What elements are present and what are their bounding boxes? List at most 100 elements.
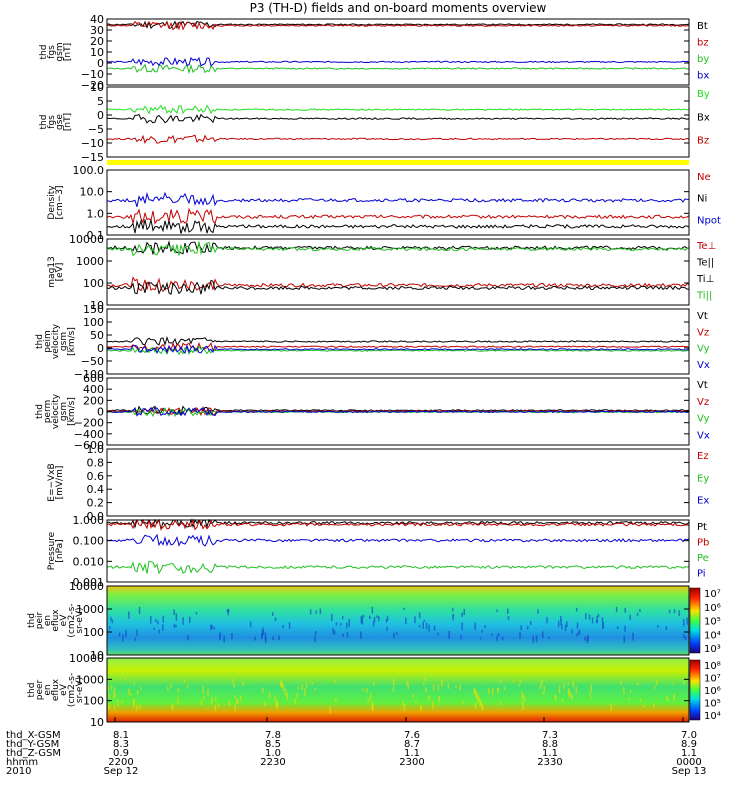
y-tick-label: −400 — [74, 428, 104, 441]
spectrogram-speckle — [186, 685, 189, 689]
x-tick-label: 8.1 — [113, 730, 129, 741]
y-tick-label: 50 — [90, 329, 104, 342]
spectrogram-speckle — [588, 614, 591, 620]
y-tick-label: 0.1 — [87, 229, 105, 242]
spectrogram-speckle — [530, 621, 532, 626]
x-tick-label: 8.5 — [265, 739, 281, 750]
spectrogram-speckle — [366, 687, 368, 693]
spectrogram-speckle — [346, 622, 348, 629]
spectrogram-speckle — [200, 700, 203, 706]
spectrogram-speckle — [211, 625, 213, 630]
series-line-By — [106, 104, 690, 115]
spectrogram-speckle — [183, 679, 186, 683]
y-axis-label: [km/s] — [67, 397, 77, 426]
colorbar — [689, 587, 701, 654]
panel-frame — [106, 448, 690, 517]
legend-entry: bz — [697, 38, 709, 49]
spectrogram-speckle — [522, 703, 524, 710]
spectrogram-speckle — [414, 616, 416, 624]
y-tick-label: 0.2 — [87, 497, 105, 510]
spectrogram-speckle — [678, 610, 680, 617]
y-tick-label: 5 — [97, 95, 104, 108]
y-axis-label: thd — [27, 613, 37, 628]
spectrogram-speckle — [233, 683, 235, 688]
spectrogram-speckle — [540, 680, 543, 688]
spectrogram-speckle — [262, 627, 264, 636]
legend-entry: bx — [697, 71, 709, 82]
y-axis-label: en — [43, 684, 53, 695]
spectrogram-speckle — [683, 681, 685, 685]
spectrogram-speckle — [309, 609, 312, 615]
spectrogram-speckle — [432, 683, 435, 691]
spectrogram-speckle — [385, 618, 388, 623]
y-axis-label: [nT] — [63, 113, 73, 131]
spectrogram-speckle — [170, 683, 172, 688]
spectrogram-speckle — [215, 697, 217, 702]
spectrogram-speckle — [406, 680, 408, 685]
spectrogram-speckle — [561, 699, 564, 703]
spectrogram-speckle — [418, 624, 421, 628]
spectrogram-speckle — [393, 632, 395, 639]
spectrogram-speckle — [314, 635, 316, 642]
y-axis-label: thd — [35, 404, 45, 419]
spectrogram-speckle — [118, 632, 121, 637]
spectrogram-speckle — [474, 702, 477, 709]
y-axis-label: [mV/m] — [55, 466, 65, 500]
spectrogram-speckle — [124, 677, 127, 680]
y-axis-label: peir — [35, 611, 45, 629]
spectrogram-speckle — [227, 608, 230, 613]
spectrogram-speckle — [286, 692, 288, 700]
spectrogram-speckle — [548, 636, 550, 639]
spectrogram-speckle — [520, 625, 522, 631]
spectrogram-speckle — [162, 624, 164, 631]
series-line-Te|| — [106, 279, 690, 296]
spectrogram-speckle — [476, 692, 478, 698]
series-line-Ni — [106, 218, 690, 234]
y-tick-label: −15 — [81, 151, 104, 164]
y-tick-label: 10.0 — [80, 186, 105, 199]
spectrogram-speckle — [438, 695, 440, 702]
y-axis-label: E=−VxB — [47, 463, 57, 501]
colorbar-tick-label: 10⁷ — [704, 589, 721, 600]
y-tick-label: 400 — [83, 383, 104, 396]
y-tick-label: 150 — [83, 303, 104, 316]
spectrogram-speckle — [130, 693, 132, 696]
spectrogram-speckle — [507, 616, 510, 620]
y-axis-label: (cm2-s- — [67, 603, 77, 637]
y-axis-label: eflux — [51, 678, 61, 701]
spectrogram-speckle — [478, 696, 480, 702]
spectrogram-speckle — [543, 686, 546, 693]
spectrogram-speckle — [319, 608, 322, 615]
spectrogram-speckle — [497, 687, 500, 691]
spectrogram-speckle — [261, 633, 263, 639]
spectrogram-speckle — [369, 615, 371, 620]
series-line-by — [106, 63, 690, 75]
spectrogram-speckle — [227, 610, 229, 616]
y-axis-label: thd — [35, 334, 45, 349]
y-tick-label: 1.000 — [73, 514, 105, 527]
spectrogram-speckle — [133, 699, 135, 708]
spectrogram-speckle — [155, 619, 157, 623]
spectrogram-speckle — [571, 695, 573, 700]
spectrogram-speckle — [369, 693, 372, 701]
x-tick-label: 7.8 — [265, 730, 281, 741]
y-tick-label: 0 — [97, 109, 104, 122]
spectrogram-speckle — [214, 705, 217, 712]
y-axis-label: velocity — [51, 323, 61, 359]
y-axis-label: thd — [39, 45, 49, 60]
spectrogram-speckle — [620, 681, 622, 685]
spectrogram-speckle — [423, 619, 426, 622]
x-axis-row-label: hhmm — [6, 757, 38, 768]
y-axis-label: fgs — [47, 115, 57, 129]
x-tick-label: 1.1 — [404, 748, 420, 759]
spectrogram-speckle — [271, 612, 274, 616]
spectrogram-speckle — [360, 631, 362, 639]
spectrogram-speckle — [591, 617, 594, 624]
spectrogram-speckle — [392, 687, 395, 692]
legend-entry: Vt — [697, 380, 708, 391]
spectrogram-speckle — [433, 625, 436, 631]
y-axis-label: [km/s] — [67, 327, 77, 356]
spectrogram-speckle — [137, 690, 139, 695]
